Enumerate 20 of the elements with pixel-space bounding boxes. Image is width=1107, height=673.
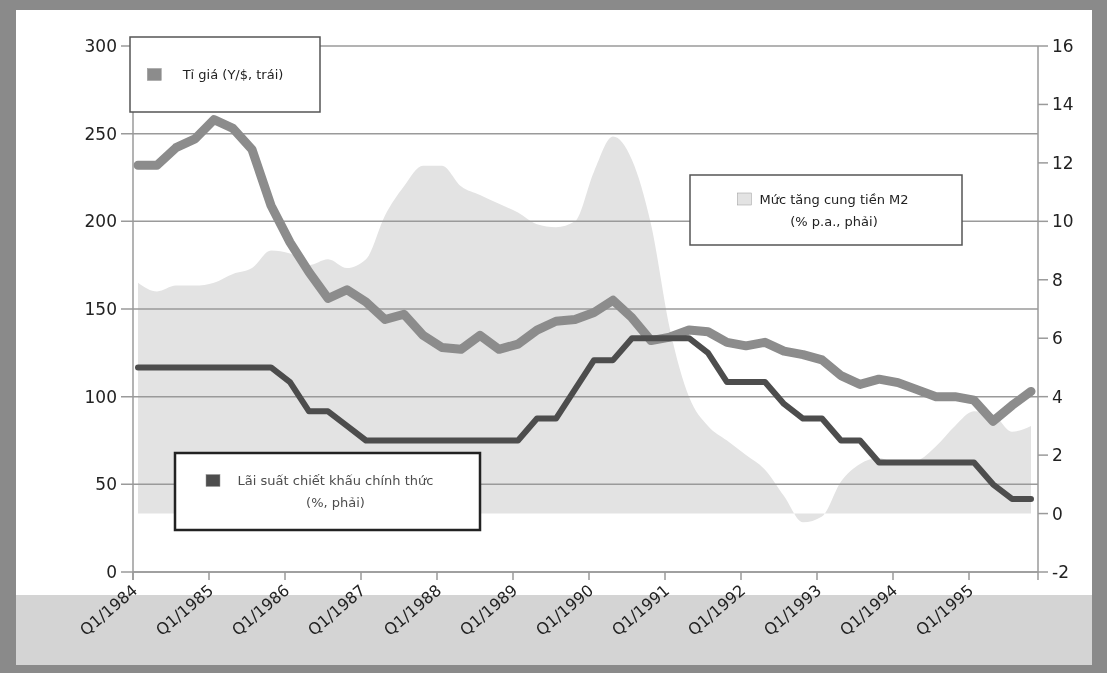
y2-tick-label: 16 — [1052, 36, 1074, 56]
y2-tick-label: 4 — [1052, 386, 1063, 407]
y-tick-label: 50 — [95, 474, 117, 495]
legend-label: Tỉ giá (Y/$, trái) — [181, 67, 284, 82]
y-tick-label: 0 — [106, 562, 117, 582]
y2-tick-label: 10 — [1052, 211, 1074, 232]
y-tick-label: 100 — [84, 386, 117, 407]
y-tick-label: 150 — [84, 299, 117, 319]
legend-label: Mức tăng cung tiền M2 (% p.a., phải) — [759, 191, 909, 229]
y-tick-label: 200 — [84, 211, 117, 232]
y2-tick-label: 14 — [1052, 94, 1074, 115]
y2-tick-label: 8 — [1052, 269, 1063, 290]
y2-tick-label: -2 — [1052, 562, 1069, 582]
legend-label: Lãi suất chiết khấu chính thức (%, phải) — [237, 473, 434, 510]
y-tick-label: 300 — [84, 36, 117, 56]
y2-tick-label: 6 — [1052, 328, 1063, 349]
y2-tick-label: 2 — [1052, 445, 1063, 466]
y-tick-label: 250 — [84, 123, 117, 144]
y2-tick-label: 0 — [1052, 503, 1063, 524]
y2-tick-label: 12 — [1052, 152, 1074, 173]
